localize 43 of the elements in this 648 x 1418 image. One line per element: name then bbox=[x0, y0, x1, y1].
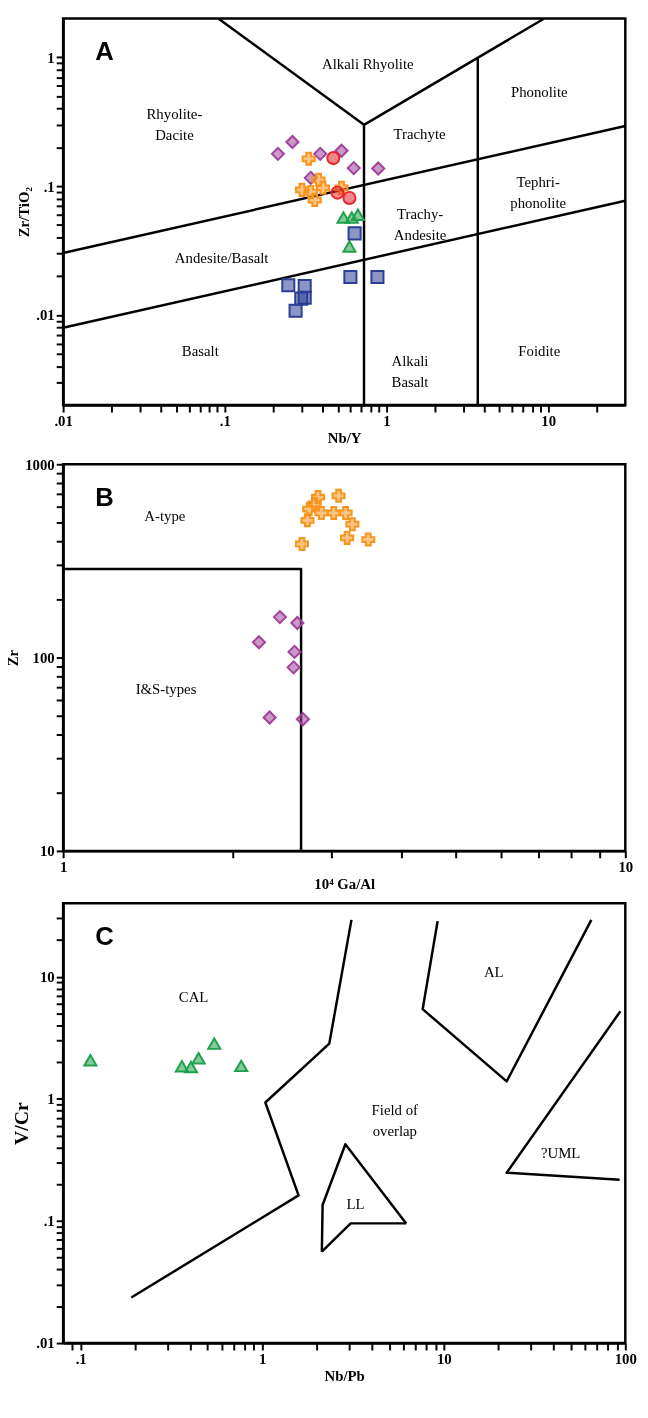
text: B bbox=[95, 482, 114, 511]
y-tick-label: .1 bbox=[43, 1213, 55, 1230]
annotation: Field of overlap bbox=[371, 1101, 419, 1139]
y-tick-label: .01 bbox=[36, 1335, 55, 1352]
x-tick-label: 100 bbox=[614, 1351, 637, 1368]
y-tick-label: 1000 bbox=[25, 456, 55, 473]
x-tick-label: 10 bbox=[541, 413, 557, 430]
y-axis-title: Zr bbox=[5, 649, 22, 667]
y-tick-label: 10 bbox=[39, 969, 55, 986]
annotation: Trachy- Andesite bbox=[393, 206, 447, 243]
annotation: CAL bbox=[178, 988, 209, 1005]
annotation: LL bbox=[346, 1195, 365, 1212]
y-axis-title: V/Cr bbox=[10, 1102, 33, 1145]
text: C bbox=[95, 921, 114, 950]
annotation: Basalt bbox=[181, 343, 220, 360]
y-tick-label: .1 bbox=[43, 178, 55, 195]
annotation: ?UML bbox=[540, 1145, 581, 1162]
y-tick-label: 1 bbox=[47, 1091, 55, 1108]
annotation: AL bbox=[483, 963, 504, 980]
annotation: Tephri- phonolite bbox=[510, 173, 567, 211]
x-axis-title: Nb/Y bbox=[327, 430, 362, 447]
annotation: A-type bbox=[144, 508, 186, 525]
annotation: Trachyte bbox=[393, 125, 446, 142]
annotation: I&S-types bbox=[135, 680, 197, 697]
annotation: Alkali Rhyolite bbox=[322, 56, 415, 73]
y-tick-label: 10 bbox=[39, 843, 55, 860]
annotation: Andesite/Basalt bbox=[174, 249, 270, 266]
annotation: Foidite bbox=[518, 343, 561, 360]
y-tick-label: 1 bbox=[47, 49, 55, 66]
y-axis-title: Zr/TiO₂ bbox=[16, 186, 33, 238]
x-tick-label: 1 bbox=[259, 1351, 267, 1368]
y-tick-label: 100 bbox=[32, 650, 55, 667]
x-tick-label: 10 bbox=[436, 1351, 452, 1368]
x-tick-label: .1 bbox=[219, 413, 231, 430]
annotation: Alkali Basalt bbox=[391, 353, 430, 391]
x-axis-title: Nb/Pb bbox=[324, 1368, 365, 1385]
text: A bbox=[95, 36, 114, 65]
x-tick-label: 1 bbox=[383, 413, 391, 430]
y-tick-label: .01 bbox=[36, 307, 55, 324]
annotation: Phonolite bbox=[510, 84, 569, 101]
x-axis-title: 10⁴ Ga/Al bbox=[314, 875, 376, 892]
annotation: Rhyolite- Dacite bbox=[146, 106, 203, 143]
x-tick-label: .1 bbox=[75, 1351, 87, 1368]
